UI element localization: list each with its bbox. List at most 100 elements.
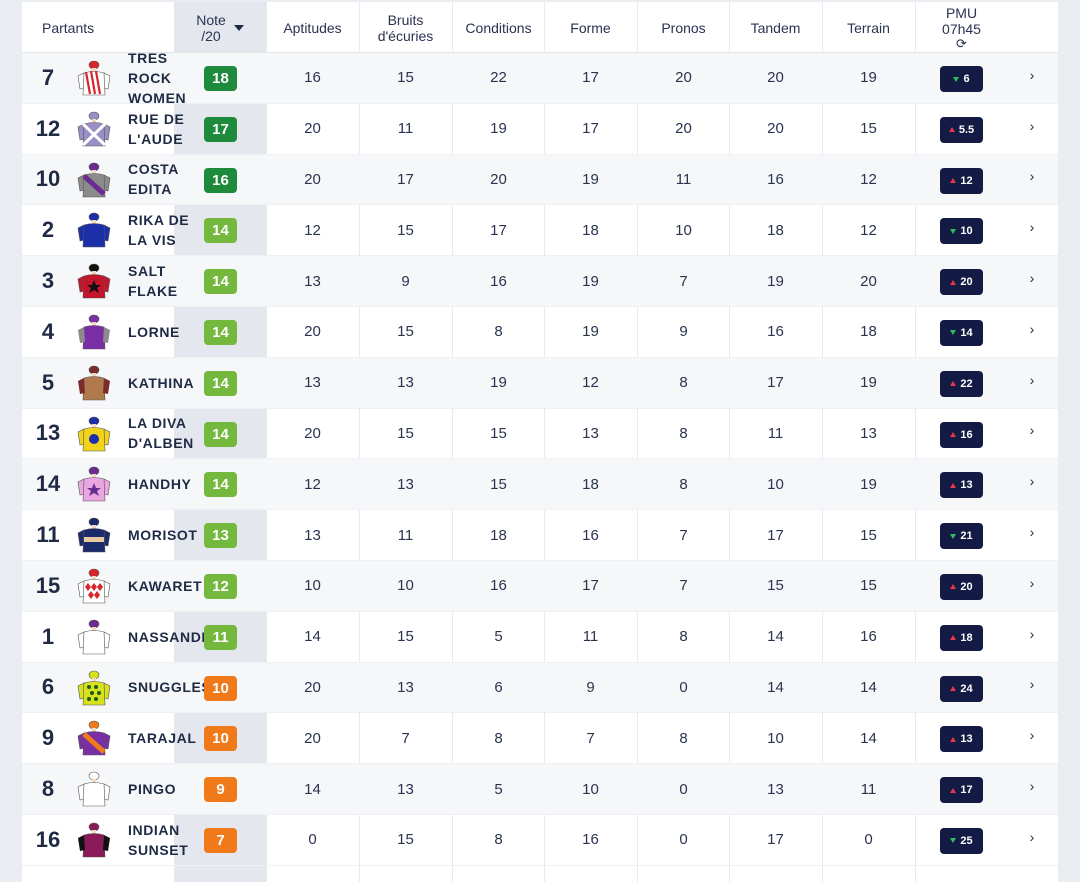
note-badge: 14: [204, 218, 237, 244]
odds-value: 25: [960, 834, 973, 847]
pmu-odds-badge[interactable]: 5.5: [940, 116, 983, 143]
trend-down-icon: [950, 228, 957, 234]
header-note-sort[interactable]: Note /20: [174, 2, 266, 53]
table-row[interactable]: 11 MORISOT 13 13 11 18 16 7 17 15 21 ›: [22, 510, 1058, 561]
table-row[interactable]: 4 LORNE 14 20 15 8 19 9 16 18 14 ›: [22, 307, 1058, 358]
chevron-right-icon[interactable]: ›: [1029, 371, 1035, 388]
horse-name[interactable]: SALT FLAKE: [128, 256, 208, 306]
horse-name[interactable]: TARAJAL: [128, 713, 208, 763]
score-forme: 10: [582, 780, 599, 798]
table-row[interactable]: 13 LA DIVA D'ALBEN 14 20 15 15 13 8 11 13 16 ›: [22, 409, 1058, 460]
score-conditions: 18: [490, 526, 507, 544]
score-terrain: 20: [860, 272, 877, 290]
table-row[interactable]: 12 RUE DE L'AUDE 17 20 11 19 17 20 20 15 5.5 ›: [22, 104, 1058, 155]
chevron-right-icon[interactable]: ›: [1029, 473, 1035, 490]
trend-up-icon: [950, 686, 957, 692]
horse-name[interactable]: KAWARET: [128, 561, 208, 611]
header-bruits[interactable]: Bruits d'écuries: [359, 2, 452, 53]
score-terrain: 19: [860, 475, 877, 493]
header-aptitudes[interactable]: Aptitudes: [266, 2, 359, 53]
header-terrain[interactable]: Terrain: [822, 2, 915, 53]
horse-name[interactable]: LORNE: [128, 307, 208, 357]
table-row[interactable]: 6 SNUGGLES 10 20 13 6 9 0 14 14 24 ›: [22, 662, 1058, 714]
horse-name[interactable]: KATHINA: [128, 358, 208, 408]
horse-name-label: LORNE: [128, 323, 180, 340]
jockey-silk-icon: [74, 668, 114, 708]
table-row[interactable]: 15 KAWARET 12 10 10 16 17 7 15 15 20 ›: [22, 560, 1058, 612]
pmu-odds-badge[interactable]: 24: [940, 675, 983, 702]
divider: [915, 2, 916, 882]
horse-name[interactable]: RUE DE L'AUDE: [128, 104, 208, 154]
note-badge: 14: [204, 370, 237, 396]
pmu-odds-badge[interactable]: 13: [940, 726, 983, 753]
pmu-odds-badge[interactable]: 14: [940, 319, 983, 346]
pmu-odds-badge[interactable]: 22: [940, 370, 983, 397]
table-row[interactable]: 3 SALT FLAKE 14 13 9 16 19 7 19 20 20 ›: [22, 256, 1058, 307]
refresh-icon[interactable]: ⟳: [956, 35, 967, 51]
score-bruits: 17: [397, 170, 414, 188]
runner-number: 15: [35, 572, 61, 598]
horse-name[interactable]: INDIAN SUNSET: [128, 815, 208, 865]
horse-name[interactable]: HANDHY: [128, 459, 208, 509]
odds-value: 22: [960, 377, 973, 390]
header-pronos[interactable]: Pronos: [637, 2, 730, 53]
pmu-odds-badge[interactable]: 18: [940, 624, 983, 651]
chevron-right-icon[interactable]: ›: [1029, 66, 1035, 83]
table-row[interactable]: 16 INDIAN SUNSET 7 0 15 8 16 0 17 0 25 ›: [22, 815, 1058, 866]
table-row[interactable]: 1 NASSANDI 11 14 15 5 11 8 14 16 18 ›: [22, 612, 1058, 663]
pmu-odds-badge[interactable]: 17: [940, 777, 983, 804]
divider: [822, 2, 823, 882]
chevron-right-icon[interactable]: ›: [1029, 117, 1035, 134]
table-row[interactable]: 5 KATHINA 14 13 13 19 12 8 17 19 22 ›: [22, 357, 1058, 409]
horse-name[interactable]: TRES ROCK WOMEN: [128, 50, 208, 106]
chevron-right-icon[interactable]: ›: [1029, 574, 1035, 591]
chevron-right-icon[interactable]: ›: [1029, 168, 1035, 185]
chevron-right-icon[interactable]: ›: [1029, 320, 1035, 337]
table-row[interactable]: 9 TARAJAL 10 20 7 8 7 8 10 14 13 ›: [22, 713, 1058, 765]
pmu-odds-badge[interactable]: 20: [940, 269, 983, 296]
chevron-right-icon[interactable]: ›: [1029, 727, 1035, 744]
score-pronos: 10: [675, 221, 692, 239]
chevron-right-icon[interactable]: ›: [1029, 270, 1035, 287]
table-row[interactable]: 2 RIKA DE LA VIS 14 12 15 17 18 10 18 12 10 ›: [22, 205, 1058, 257]
score-terrain: 0: [864, 831, 873, 849]
header-tandem-label: Tandem: [750, 19, 801, 36]
header-pmu[interactable]: PMU 07h45 ⟳: [915, 2, 1008, 53]
pmu-odds-badge[interactable]: 13: [940, 472, 983, 499]
header-tandem[interactable]: Tandem: [729, 2, 822, 53]
chevron-right-icon[interactable]: ›: [1029, 524, 1035, 541]
header-forme[interactable]: Forme: [544, 2, 637, 53]
header-conditions[interactable]: Conditions: [452, 2, 545, 53]
table-row[interactable]: 7 TRES ROCK WOMEN 18 16 15 22 17 20 20 19 6 ›: [22, 50, 1058, 106]
score-bruits: 13: [397, 780, 414, 798]
score-bruits: 13: [397, 475, 414, 493]
horse-name[interactable]: SNUGGLES: [128, 663, 211, 713]
horse-name[interactable]: RIKA DE LA VIS: [128, 205, 208, 255]
pmu-odds-badge[interactable]: 12: [940, 167, 983, 194]
pmu-odds-badge[interactable]: 20: [940, 573, 983, 600]
horse-name[interactable]: MORISOT: [128, 510, 208, 560]
chevron-right-icon[interactable]: ›: [1029, 625, 1035, 642]
horse-name[interactable]: LA DIVA D'ALBEN: [128, 409, 208, 459]
header-forme-label: Forme: [570, 19, 611, 36]
pmu-odds-badge[interactable]: 10: [940, 218, 983, 245]
note-badge: 10: [204, 675, 237, 701]
pmu-odds-badge[interactable]: 6: [940, 66, 983, 92]
horse-name[interactable]: NASSANDI: [128, 612, 208, 662]
horse-name[interactable]: PINGO: [128, 764, 208, 814]
trend-up-icon: [950, 178, 957, 184]
table-row[interactable]: 14 HANDHY 14 12 13 15 18 8 10 19 13 ›: [22, 459, 1058, 511]
pmu-odds-badge[interactable]: 16: [940, 421, 983, 448]
horse-name[interactable]: COSTA EDITA: [128, 155, 208, 205]
chevron-right-icon[interactable]: ›: [1029, 422, 1035, 439]
pmu-odds-badge[interactable]: 25: [940, 827, 983, 854]
trend-up-icon: [950, 787, 957, 793]
chevron-right-icon[interactable]: ›: [1029, 676, 1035, 693]
chevron-right-icon[interactable]: ›: [1029, 219, 1035, 236]
chevron-right-icon[interactable]: ›: [1029, 778, 1035, 795]
chevron-right-icon[interactable]: ›: [1029, 828, 1035, 845]
pmu-odds-badge[interactable]: 21: [940, 523, 983, 550]
jockey-silk-icon: [74, 109, 114, 149]
table-row[interactable]: 8 PINGO 9 14 13 5 10 0 13 11 17 ›: [22, 764, 1058, 815]
table-row[interactable]: 10 COSTA EDITA 16 20 17 20 19 11 16 12 12 ›: [22, 154, 1058, 206]
